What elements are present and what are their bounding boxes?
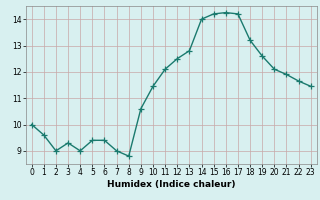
X-axis label: Humidex (Indice chaleur): Humidex (Indice chaleur) — [107, 180, 236, 189]
